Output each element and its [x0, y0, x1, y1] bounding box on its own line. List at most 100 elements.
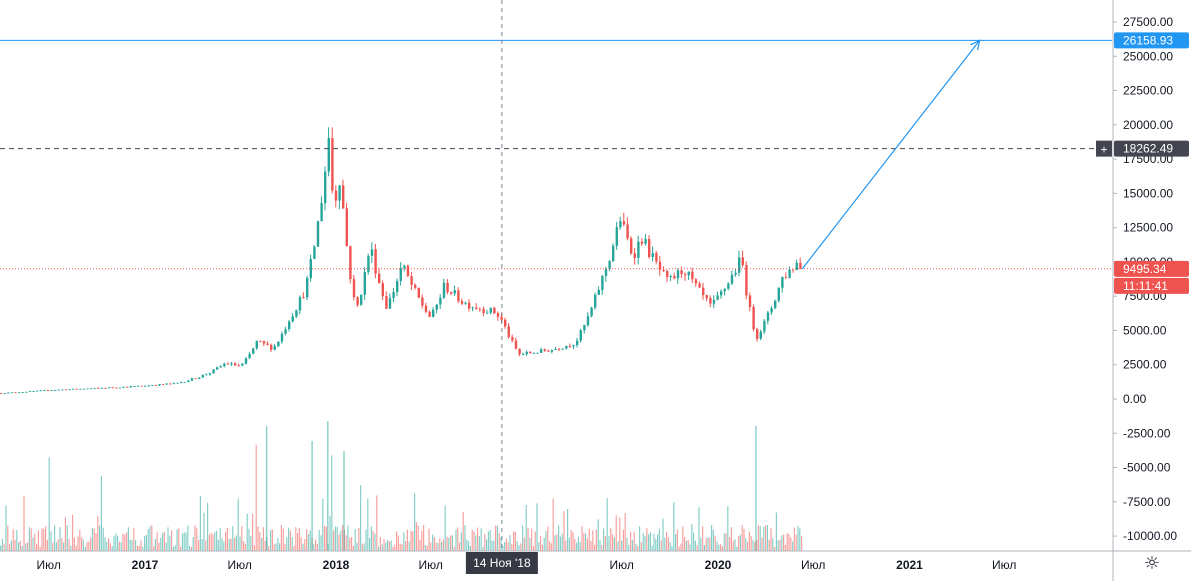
- candle-body: [532, 353, 536, 354]
- volume-bar: [558, 525, 560, 551]
- volume-bar: [23, 495, 25, 551]
- volume-bar: [95, 533, 97, 551]
- volume-bar: [127, 527, 129, 551]
- candle-body: [410, 276, 413, 285]
- candle-body: [154, 385, 158, 387]
- candle-body: [0, 393, 3, 394]
- target-price-label: 26158.93: [1123, 33, 1173, 47]
- candle-body: [579, 330, 582, 341]
- volume-bar: [491, 540, 493, 551]
- volume-bar: [597, 519, 599, 551]
- volume-bar: [142, 547, 144, 551]
- candle-body: [226, 363, 230, 365]
- candle-body: [770, 308, 773, 313]
- volume-bar: [673, 502, 675, 551]
- candle-body: [241, 363, 244, 366]
- volume-bar: [428, 528, 430, 551]
- x-tick-label: Июл: [992, 558, 1016, 572]
- candle-body: [25, 391, 28, 393]
- volume-bar: [329, 515, 331, 551]
- candle-body: [507, 326, 510, 337]
- volume-bar: [612, 534, 614, 551]
- candle-body: [280, 333, 284, 342]
- volume-bar: [707, 537, 709, 551]
- y-tick-label: 22500.00: [1123, 84, 1173, 98]
- volume-bar: [657, 534, 659, 551]
- horizontal-levels[interactable]: [0, 39, 1112, 270]
- candle-body: [212, 369, 215, 373]
- candle-body: [172, 382, 176, 384]
- volume-bar: [3, 544, 5, 551]
- candle-body: [608, 260, 611, 270]
- candle-body: [759, 331, 762, 339]
- candle-body: [676, 270, 680, 279]
- volume-bar: [149, 526, 151, 551]
- volume-bar: [304, 539, 306, 551]
- candle-body: [590, 307, 593, 317]
- candle-body: [334, 190, 338, 201]
- candle-body: [424, 305, 428, 312]
- volume-bar: [275, 543, 277, 551]
- volume-bar: [784, 544, 786, 551]
- volume-bar: [401, 544, 403, 551]
- volume-bar: [547, 526, 549, 551]
- candle-body: [162, 384, 165, 385]
- price-badges: 26158.93 18262.49 +9495.34 11:11:41: [1096, 32, 1189, 294]
- volume-bar: [397, 535, 399, 551]
- volume-bar: [594, 544, 596, 551]
- volume-bar: [550, 543, 552, 551]
- volume-bar: [18, 542, 20, 551]
- volume-bar: [171, 530, 173, 551]
- volume-bar: [120, 542, 122, 551]
- volume-bar: [361, 543, 363, 551]
- volume-bar: [320, 535, 322, 551]
- candle-body: [403, 265, 406, 269]
- volume-bar: [410, 530, 412, 551]
- projection-arrow[interactable]: [801, 39, 981, 270]
- volume-bar: [518, 545, 520, 551]
- volume-bar: [640, 542, 642, 551]
- volume-bar: [748, 531, 750, 551]
- candle-body: [446, 282, 449, 293]
- candle-body: [345, 208, 348, 247]
- volume-bar: [194, 525, 196, 551]
- candle-body: [313, 246, 316, 259]
- volume-bar: [369, 538, 371, 551]
- volume-bar: [217, 539, 219, 551]
- y-tick-label: 12500.00: [1123, 221, 1173, 235]
- candle-body: [640, 241, 644, 244]
- volume-bar: [613, 537, 615, 551]
- volume-bar: [646, 528, 648, 551]
- volume-bar: [576, 542, 578, 551]
- volume-bar: [379, 537, 381, 551]
- y-tick-label: 5000.00: [1123, 323, 1167, 337]
- candle-body: [572, 345, 575, 347]
- candle-body: [126, 386, 129, 388]
- volume-bar: [316, 544, 318, 551]
- volume-bar: [469, 546, 471, 551]
- volume-bar: [79, 529, 81, 551]
- gear-icon[interactable]: ☼: [1143, 553, 1161, 574]
- candle-body: [576, 340, 579, 346]
- volume-bar: [514, 531, 516, 551]
- volume-bar: [433, 537, 435, 551]
- candle-body: [86, 388, 89, 390]
- volume-bar: [162, 533, 164, 551]
- volume-bar: [185, 532, 187, 551]
- candle-body: [324, 171, 327, 204]
- x-tick-label: 2021: [896, 558, 923, 572]
- candle-body: [208, 373, 212, 375]
- volume-bar: [451, 535, 453, 551]
- time-axis[interactable]: Июл 2017 Июл 2018 Июл Июл 2020 Июл 2021 Июл 14 Ноя…: [0, 550, 1191, 574]
- volume-bar: [556, 534, 558, 551]
- y-tick-label: 27500.00: [1123, 15, 1173, 29]
- volume-bar: [698, 507, 700, 551]
- volume-bar: [703, 545, 705, 551]
- volume-bar: [190, 547, 192, 551]
- x-tick-label: Июл: [228, 558, 252, 572]
- candle-body: [439, 297, 442, 305]
- candle-body: [7, 392, 10, 394]
- candle-body: [720, 291, 723, 296]
- candle-body: [18, 392, 21, 394]
